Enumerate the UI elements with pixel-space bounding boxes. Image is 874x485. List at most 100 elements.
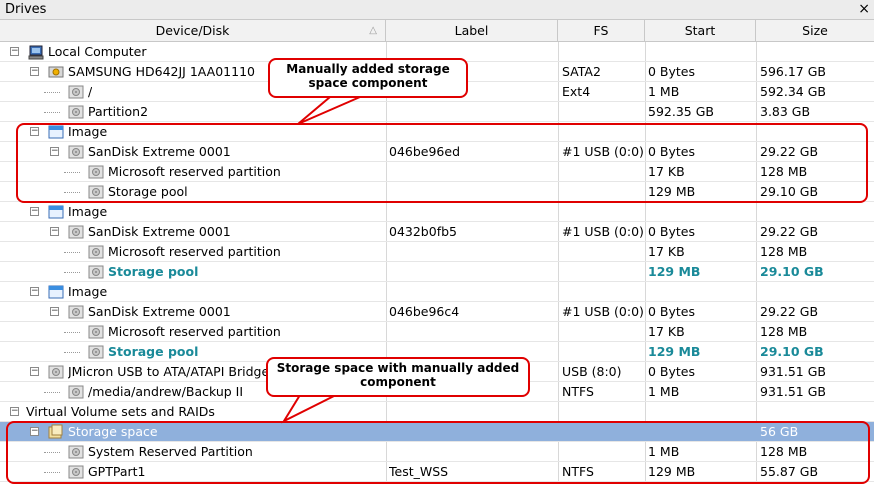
collapse-toggle-icon[interactable]: − [30,286,39,296]
drives-panel-titlebar: Drives × [0,0,874,20]
tree-row[interactable]: Microsoft reserved partition 17 KB 128 MB [0,242,874,262]
device-fs: #1 USB (0:0) [562,224,644,239]
part-icon [68,84,84,100]
device-size: 29.22 GB [760,224,819,239]
part-icon [48,364,64,380]
tree-row[interactable]: − SanDisk Extreme 0001 0432b0fb5 #1 USB (0:… [0,222,874,242]
device-start: 129 MB [648,264,701,279]
tree-row[interactable]: Partition2 592.35 GB 3.83 GB [0,102,874,122]
collapse-toggle-icon[interactable]: − [30,66,39,76]
column-start[interactable]: Start [645,20,756,41]
collapse-toggle-icon[interactable]: − [30,366,39,376]
tree-row[interactable]: − SanDisk Extreme 0001 046be96c4 #1 USB (0:… [0,302,874,322]
tree-row[interactable]: − Image [0,122,874,142]
column-fs-text: FS [593,23,609,38]
device-fs: USB (8:0) [562,364,622,379]
device-size: 29.22 GB [760,144,819,159]
device-name: /media/andrew/Backup II [88,384,244,399]
device-size: 29.10 GB [760,344,824,359]
part-icon [68,464,84,480]
tree-connector [64,332,80,333]
device-fs: SATA2 [562,64,601,79]
tree-connector [44,112,60,113]
grid-divider [756,42,757,482]
column-header: Device/Disk △ Label FS Start Size [0,20,874,42]
tree-row[interactable]: GPTPart1 Test_WSS NTFS 129 MB 55.87 GB [0,462,874,482]
device-size: 29.10 GB [760,264,824,279]
device-size: 128 MB [760,244,808,259]
device-name: Image [68,124,108,139]
tree-connector [64,252,80,253]
callout-pointer-top [297,96,361,125]
device-start: 1 MB [648,384,680,399]
device-name: Local Computer [48,44,147,59]
device-start: 1 MB [648,444,680,459]
device-label: 0432b0fb5 [389,224,457,239]
device-start: 0 Bytes [648,64,696,79]
device-start: 1 MB [648,84,680,99]
sort-arrow-icon: △ [369,25,377,36]
device-name: SanDisk Extreme 0001 [88,144,231,159]
tree-row[interactable]: Storage pool 129 MB 29.10 GB [0,262,874,282]
device-name: Microsoft reserved partition [108,324,281,339]
device-name: Storage pool [108,264,199,279]
device-size: 128 MB [760,324,808,339]
device-fs: NTFS [562,384,594,399]
device-size: 55.87 GB [760,464,819,479]
close-icon[interactable]: × [858,1,870,17]
part-icon [68,384,84,400]
part-icon [68,104,84,120]
collapse-toggle-icon[interactable]: − [50,226,59,236]
device-name: Microsoft reserved partition [108,164,281,179]
tree-row[interactable]: Microsoft reserved partition 17 KB 128 MB [0,162,874,182]
part-icon [88,184,104,200]
callout-pointer-bottom [281,394,337,424]
tree-row[interactable]: − Image [0,202,874,222]
device-size: 29.22 GB [760,304,819,319]
tree-row[interactable]: / Ext4 1 MB 592.34 GB [0,82,874,102]
device-size: 596.17 GB [760,64,826,79]
tree-connector [44,392,60,393]
column-start-text: Start [684,23,716,38]
image-icon [48,204,64,220]
column-fs[interactable]: FS [558,20,645,41]
device-name: Microsoft reserved partition [108,244,281,259]
collapse-toggle-icon[interactable]: − [50,306,59,316]
image-icon [48,284,64,300]
device-fs: Ext4 [562,84,591,99]
computer-icon [28,44,44,60]
device-start: 129 MB [648,464,696,479]
grid-divider [558,42,559,482]
callout-top-text: Manually added storage space component [286,62,450,90]
device-name: SanDisk Extreme 0001 [88,304,231,319]
device-start: 17 KB [648,324,685,339]
collapse-toggle-icon[interactable]: − [30,426,39,436]
column-size[interactable]: Size [756,20,874,41]
part-icon [68,224,84,240]
collapse-toggle-icon[interactable]: − [50,146,59,156]
column-label[interactable]: Label [386,20,558,41]
part-icon [88,164,104,180]
device-label: 046be96ed [389,144,461,159]
tree-row[interactable]: − SanDisk Extreme 0001 046be96ed #1 USB (0:… [0,142,874,162]
collapse-toggle-icon[interactable]: − [30,206,39,216]
device-name: / [88,84,93,99]
tree-connector [64,352,80,353]
device-size: 931.51 GB [760,384,826,399]
collapse-toggle-icon[interactable]: − [10,46,19,56]
panel-title: Drives [5,2,47,17]
device-size: 592.34 GB [760,84,826,99]
tree-row[interactable]: /media/andrew/Backup II NTFS 1 MB 931.51 GB [0,382,874,402]
tree-row[interactable]: System Reserved Partition 1 MB 128 MB [0,442,874,462]
column-device-disk-label: Device/Disk [155,23,230,38]
device-label: Test_WSS [389,464,449,479]
tree-row[interactable]: − Storage space 56 GB [0,422,874,442]
tree-row[interactable]: Microsoft reserved partition 17 KB 128 MB [0,322,874,342]
collapse-toggle-icon[interactable]: − [30,126,39,136]
column-device-disk[interactable]: Device/Disk △ [0,20,386,41]
part-icon [88,264,104,280]
device-start: 0 Bytes [648,304,696,319]
collapse-toggle-icon[interactable]: − [10,406,19,416]
device-fs: #1 USB (0:0) [562,144,644,159]
tree-row[interactable]: − Image [0,282,874,302]
